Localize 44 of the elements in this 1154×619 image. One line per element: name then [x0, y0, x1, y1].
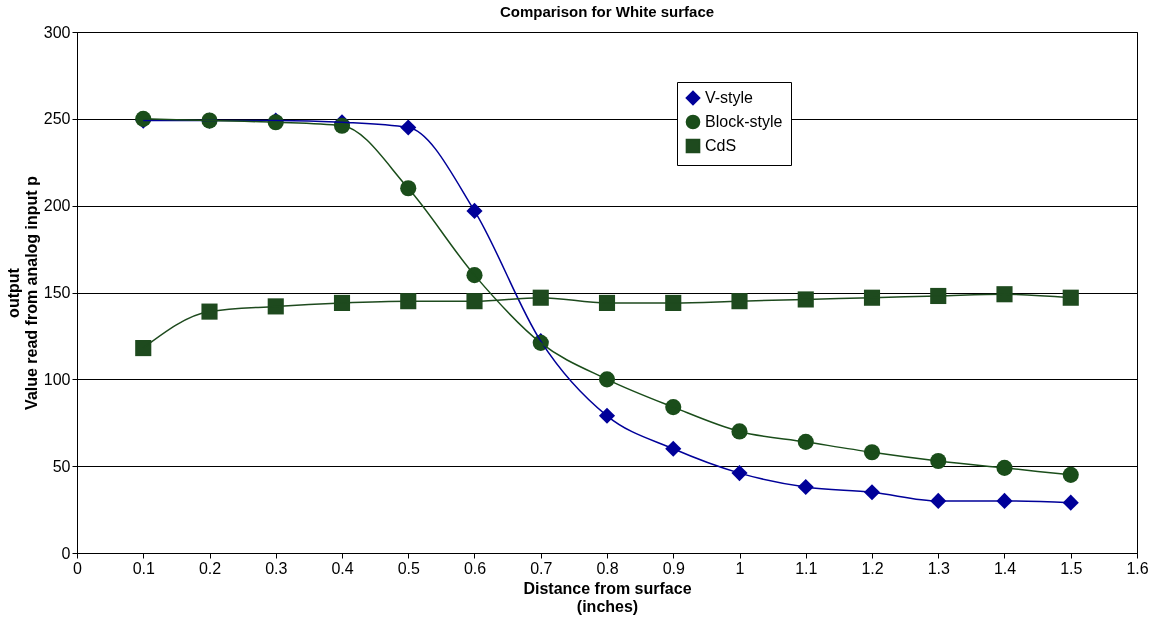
x-tick-label: 1 [735, 559, 745, 577]
y-tick-label: 250 [43, 110, 71, 128]
x-tick-label: 1.6 [1126, 559, 1149, 577]
point [863, 289, 881, 306]
x-tick-label: 0.3 [265, 559, 288, 577]
y-tick-label: 0 [61, 544, 71, 562]
point [1062, 466, 1079, 483]
point [797, 291, 814, 308]
y-tick-label: 300 [43, 23, 71, 41]
x-tick-label: 1.3 [927, 559, 950, 577]
x-tick-label: 0 [73, 559, 83, 577]
text: (inches) [576, 597, 639, 615]
y-tick-label: 50 [52, 457, 71, 475]
point [1062, 289, 1079, 306]
point [201, 303, 218, 320]
point [466, 293, 483, 310]
x-tick-label: 1.1 [795, 559, 818, 577]
point [665, 440, 682, 457]
x-tick-label: 0.1 [132, 559, 155, 577]
x-tick-label: 1.2 [861, 559, 884, 577]
legend-label: V-style [705, 89, 754, 106]
text: Distance from surface [523, 579, 692, 597]
y-tick-label: 200 [43, 197, 71, 215]
point [267, 298, 284, 315]
x-tick-label: 0.8 [596, 559, 619, 577]
x-tick-label: 1.4 [993, 559, 1017, 577]
x-tick-label: 0.9 [662, 559, 685, 577]
text: output [4, 268, 22, 318]
y-tick-label: 150 [43, 284, 71, 301]
x-tick-label: 0.4 [331, 559, 354, 577]
x-tick-label: 1.5 [1060, 559, 1083, 577]
chart-title: Comparison for White surface [499, 3, 715, 20]
legend-label: CdS [705, 137, 737, 154]
legend-label: Block-style [705, 113, 783, 130]
point [731, 293, 748, 310]
x-tick-label: 0.7 [530, 559, 553, 577]
x-tick-label: 0.6 [463, 559, 487, 577]
x-tick-label: 0.2 [198, 559, 222, 577]
point [996, 286, 1013, 303]
text: Value read from analog input p [22, 176, 40, 410]
point [135, 340, 152, 357]
point [1062, 494, 1079, 511]
x-tick-label: 0.5 [397, 559, 420, 577]
y-tick-label: 100 [43, 370, 71, 388]
